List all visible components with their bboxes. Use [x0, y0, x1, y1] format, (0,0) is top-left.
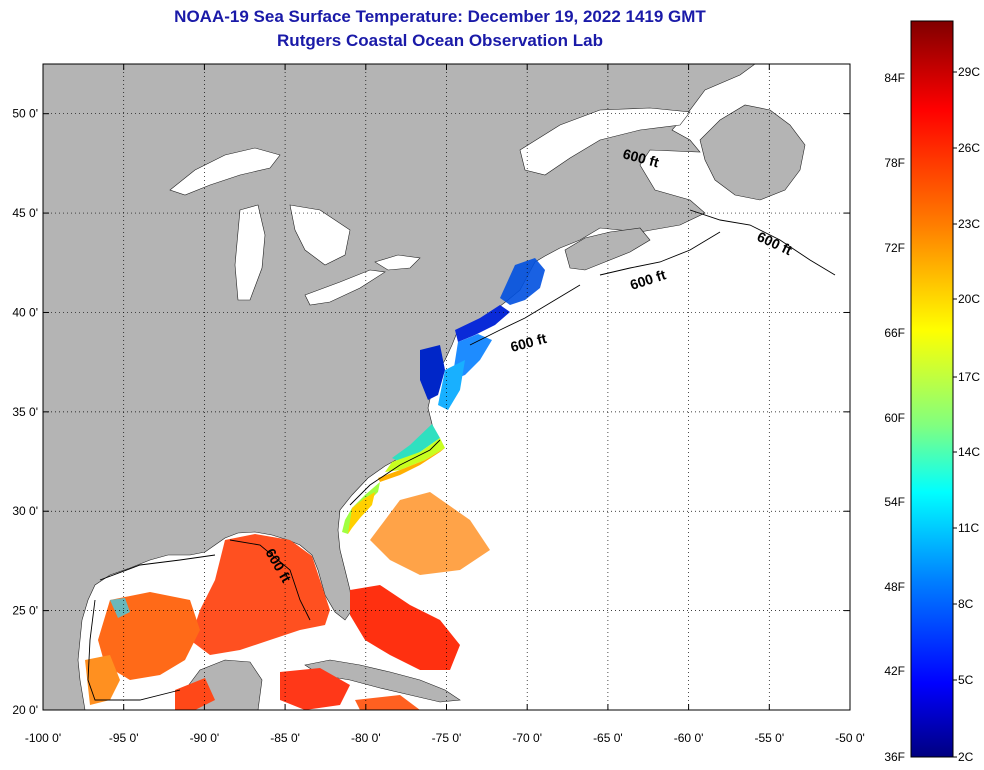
sst-data: [85, 258, 545, 710]
land-cuba: [304, 659, 461, 703]
lat-tick-label: 20 0': [12, 703, 38, 717]
lat-tick-label: 35 0': [12, 405, 38, 419]
colorbar-c-label: 29C: [958, 65, 980, 79]
colorbar-c-label: 17C: [958, 370, 980, 384]
colorbar-c-label: 23C: [958, 217, 980, 231]
land-nova-scotia: [564, 227, 651, 271]
colorbar-f-label: 42F: [884, 664, 905, 678]
lat-tick-label: 40 0': [12, 305, 38, 319]
lon-tick-label: -80 0': [351, 731, 381, 745]
lon-tick-label: -65 0': [593, 731, 623, 745]
lon-tick-label: -95 0': [109, 731, 139, 745]
lon-tick-label: -100 0': [25, 731, 61, 745]
lake-huron: [289, 204, 351, 266]
lat-tick-label: 50 0': [12, 107, 38, 121]
map-title: NOAA-19 Sea Surface Temperature: Decembe…: [174, 7, 706, 26]
colorbar-f-label: 78F: [884, 156, 905, 170]
lon-tick-label: -90 0': [190, 731, 220, 745]
lat-tick-label: 25 0': [12, 604, 38, 618]
map-subtitle: Rutgers Coastal Ocean Observation Lab: [277, 31, 603, 50]
isobath-600ft: [87, 209, 836, 701]
lat-tick-label: 45 0': [12, 206, 38, 220]
lon-tick-label: -50 0': [835, 731, 865, 745]
lake-michigan: [234, 204, 266, 301]
colorbar-c-label: 11C: [958, 521, 979, 535]
colorbar-f-label: 60F: [884, 411, 905, 425]
colorbar-f-label: 72F: [884, 241, 905, 255]
colorbar-f-label: 54F: [884, 495, 905, 509]
colorbar-ticks: 84F 78F 72F 66F 60F 54F 48F 42F 36F 29C 26C 23C 20C 1…: [884, 65, 980, 764]
lake-erie: [304, 269, 386, 306]
lake-ontario: [374, 254, 421, 271]
lat-lon-grid: [43, 64, 850, 710]
lat-tick-label: 30 0': [12, 504, 38, 518]
land-newfoundland: [699, 104, 806, 201]
lon-tick-label: -70 0': [512, 731, 542, 745]
colorbar-c-label: 14C: [958, 445, 980, 459]
colorbar-f-label: 36F: [884, 750, 905, 764]
lake-superior: [169, 147, 281, 196]
lon-tick-label: -75 0': [432, 731, 462, 745]
colorbar-c-label: 8C: [958, 597, 974, 611]
lon-tick-label: -60 0': [674, 731, 704, 745]
colorbar-c-label: 2C: [958, 750, 974, 764]
colorbar-c-label: 5C: [958, 673, 974, 687]
st-lawrence-water: [519, 107, 691, 176]
colorbar-f-label: 66F: [884, 326, 905, 340]
map-axes: -100 0' -95 0' -90 0' -85 0' -80 0' -75 0' -70…: [12, 64, 865, 745]
colorbar-c-label: 20C: [958, 292, 980, 306]
lon-tick-label: -85 0': [270, 731, 300, 745]
colorbar: [910, 20, 954, 758]
colorbar-f-label: 48F: [884, 580, 905, 594]
lon-tick-label: -55 0': [754, 731, 784, 745]
colorbar-c-label: 26C: [958, 141, 980, 155]
colorbar-f-label: 84F: [884, 71, 905, 85]
